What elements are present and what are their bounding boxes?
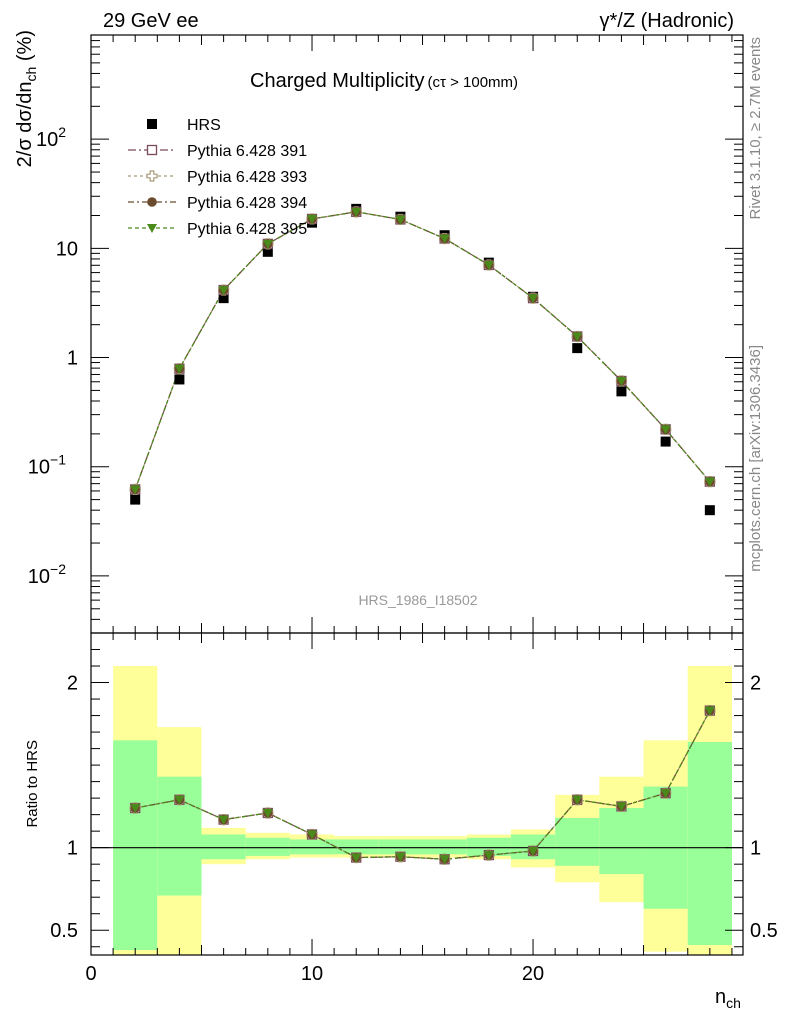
series-line-4 bbox=[134, 211, 711, 490]
ratio-band-inner-5 bbox=[334, 839, 379, 855]
main-point-s4-0 bbox=[130, 485, 141, 495]
ratio-ytick-label-left-0: 0.5 bbox=[50, 920, 78, 942]
ratio-point-s3-11 bbox=[616, 802, 627, 812]
main-point-s4-6 bbox=[395, 215, 406, 225]
ratio-point-s3-4 bbox=[307, 830, 318, 840]
ratio-ytick-label-left-2: 2 bbox=[67, 673, 78, 695]
legend-marker-2 bbox=[146, 170, 158, 182]
ratio-point-s3-1 bbox=[174, 795, 185, 805]
legend-label-2: Pythia 6.428 393 bbox=[187, 169, 307, 186]
ratio-panel: 0.5 0.51 12 20 10 20 Ratio to HRS nch bbox=[24, 632, 778, 1011]
main-ytick-label-2: 1 bbox=[67, 348, 78, 370]
main-point-s0-11 bbox=[616, 386, 627, 397]
ratio-point-s3-8 bbox=[483, 851, 494, 861]
main-point-s0-0 bbox=[130, 494, 141, 505]
main-point-s0-1 bbox=[174, 374, 185, 385]
main-ytick-label-1: 10−1 bbox=[28, 452, 66, 479]
legend-marker-1 bbox=[146, 144, 158, 156]
ratio-ytick-label-left-1: 1 bbox=[67, 838, 78, 860]
ratio-point-s3-12 bbox=[660, 789, 671, 799]
main-point-s0-13 bbox=[704, 505, 715, 516]
ratio-band-inner-7 bbox=[422, 839, 467, 855]
ratio-point-s3-9 bbox=[528, 846, 539, 856]
main-point-s4-12 bbox=[660, 425, 671, 435]
series-line-3 bbox=[134, 211, 711, 490]
main-point-s4-4 bbox=[307, 214, 318, 224]
ratio-band-inner-11 bbox=[599, 808, 644, 875]
ratio-point-s3-3 bbox=[262, 808, 273, 818]
main-point-s4-3 bbox=[262, 239, 273, 249]
ratio-band-inner-2 bbox=[201, 834, 246, 860]
chart-title: Charged Multiplicity (cτ > 100mm) bbox=[250, 70, 518, 92]
main-point-s4-5 bbox=[351, 207, 362, 217]
ratio-point-s3-10 bbox=[572, 795, 583, 805]
ratio-point-s3-2 bbox=[218, 815, 229, 825]
ratio-band-inner-6 bbox=[378, 839, 423, 855]
legend-marker-4 bbox=[147, 224, 157, 233]
rivet-label: Rivet 3.1.10, ≥ 2.7M events bbox=[747, 37, 764, 220]
ratio-line-3 bbox=[135, 710, 711, 860]
ratio-band-inner-4 bbox=[289, 839, 335, 855]
ratio-point-s3-0 bbox=[130, 804, 141, 814]
x-tick-label-1: 10 bbox=[301, 963, 323, 985]
ratio-plot-area bbox=[91, 666, 743, 955]
main-plot-area bbox=[129, 203, 716, 516]
x-tick-label-2: 20 bbox=[522, 963, 544, 985]
ratio-band-inner-0 bbox=[113, 740, 158, 951]
legend-marker-3 bbox=[147, 197, 157, 207]
ratio-point-s3-7 bbox=[439, 855, 450, 865]
legend-marker-0 bbox=[147, 119, 157, 129]
legend-label-3: Pythia 6.428 394 bbox=[187, 195, 307, 212]
chart-subtitle: (cτ > 100mm) bbox=[428, 74, 519, 91]
main-point-s0-12 bbox=[660, 436, 671, 447]
main-point-s4-2 bbox=[218, 286, 229, 296]
ratio-ticks: 0.5 0.51 12 20 10 20 bbox=[50, 633, 778, 985]
legend-label-1: Pythia 6.428 391 bbox=[187, 143, 307, 160]
ratio-band-inner-10 bbox=[555, 817, 600, 866]
header-left: 29 GeV ee bbox=[103, 10, 199, 32]
main-point-s4-10 bbox=[572, 332, 583, 342]
x-tick-label-0: 0 bbox=[85, 963, 96, 985]
series-line-2 bbox=[134, 211, 711, 490]
ratio-point-s3-6 bbox=[395, 852, 406, 862]
ratio-point-s3-13 bbox=[704, 706, 715, 716]
main-ytick-label-0: 10−2 bbox=[28, 561, 66, 588]
series-line-1 bbox=[134, 211, 711, 490]
main-point-s4-9 bbox=[528, 294, 539, 304]
ratio-ytick-label-right-1: 1 bbox=[750, 838, 761, 860]
x-axis-label: nch bbox=[715, 986, 741, 1011]
legend: HRS Pythia 6.428 391 Pythia 6.428 393 Pythi… bbox=[128, 117, 307, 238]
main-ytick-exp-4: 2 bbox=[58, 124, 66, 140]
main-point-s0-3 bbox=[262, 246, 273, 257]
mcplots-label: mcplots.cern.ch [arXiv:1306.3436] bbox=[747, 345, 764, 572]
ratio-y-axis-label: Ratio to HRS bbox=[24, 740, 41, 828]
main-ytick-exp-1: −1 bbox=[50, 452, 66, 468]
main-point-s0-2 bbox=[218, 293, 229, 304]
main-y-axis-label: 2/σ dσ/dnch (%) bbox=[14, 30, 39, 167]
ratio-band-inner-8 bbox=[466, 837, 511, 856]
main-y-ticks: 10−2 10−1 1 10 102 bbox=[28, 34, 743, 634]
legend-label-4: Pythia 6.428 395 bbox=[187, 221, 307, 238]
ratio-point-s3-5 bbox=[351, 853, 362, 863]
analysis-id: HRS_1986_I18502 bbox=[358, 592, 477, 608]
main-point-s4-1 bbox=[174, 364, 185, 374]
main-ytick-exp-0: −2 bbox=[50, 561, 66, 577]
ratio-ytick-label-right-0: 0.5 bbox=[750, 920, 778, 942]
main-point-s0-10 bbox=[572, 343, 583, 354]
main-point-s4-11 bbox=[616, 376, 627, 386]
ratio-frame bbox=[90, 632, 744, 956]
header-right: γ*/Z (Hadronic) bbox=[600, 10, 734, 32]
main-panel: 10−2 10−1 1 10 102 Charged Multiplicity (cτ >… bbox=[14, 30, 744, 634]
legend-label-0: HRS bbox=[187, 117, 221, 134]
main-ytick-label-4: 102 bbox=[36, 124, 66, 151]
main-point-s4-7 bbox=[439, 234, 450, 244]
main-point-s4-8 bbox=[483, 260, 494, 270]
ratio-band-inner-13 bbox=[687, 741, 732, 946]
ratio-ytick-label-right-2: 2 bbox=[750, 673, 761, 695]
main-ytick-label-3: 10 bbox=[56, 238, 78, 260]
ratio-band-inner-3 bbox=[245, 837, 290, 856]
main-point-s4-13 bbox=[704, 477, 715, 487]
